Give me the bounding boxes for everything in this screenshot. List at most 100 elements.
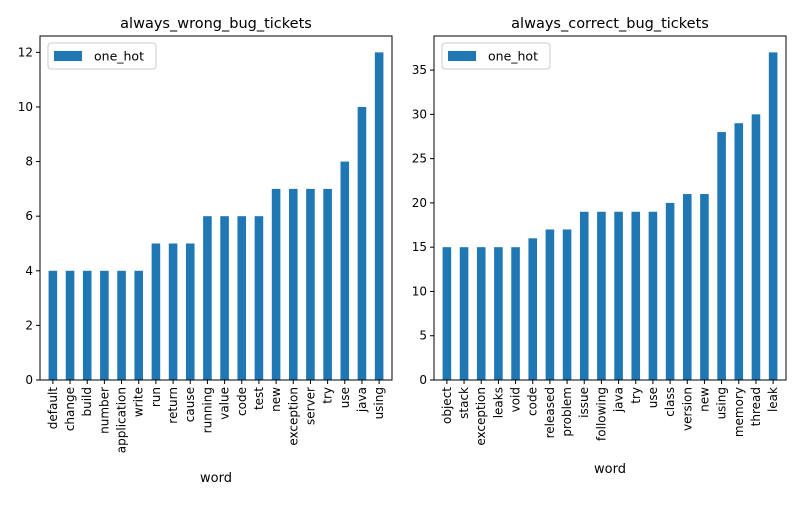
bar-version	[682, 194, 692, 380]
x-tick-label: exception	[474, 387, 488, 446]
x-tick-label: test	[252, 387, 266, 410]
x-tick-label: running	[200, 387, 214, 433]
y-tick-label: 0	[419, 373, 427, 387]
right-chart-panel: 0 5 10 15 20 25 30 35 object stack exception leaks v…	[412, 16, 787, 477]
bar-cause	[185, 243, 195, 380]
y-tick-label: 10	[18, 100, 33, 114]
bar-number	[100, 270, 109, 380]
y-tick-label: 6	[25, 209, 33, 223]
bar-exception	[476, 247, 486, 380]
legend-swatch	[54, 51, 82, 61]
x-tick-label: default	[46, 387, 60, 430]
x-tick-label: new	[269, 387, 283, 412]
bar-new	[700, 194, 709, 380]
legend-box	[441, 42, 551, 70]
legend-label: one_hot	[488, 49, 538, 64]
bar-code	[237, 216, 247, 380]
y-tick-label: 15	[412, 240, 427, 254]
legend-swatch	[448, 51, 476, 61]
y-tick-label: 8	[25, 155, 33, 169]
x-tick-label: new	[697, 387, 711, 412]
x-tick-label: leak	[766, 387, 780, 412]
y-tick-label: 25	[412, 152, 427, 166]
x-tick-label: change	[63, 387, 77, 431]
bar-try	[323, 188, 332, 380]
bar-try	[631, 211, 641, 380]
legend-box	[47, 42, 157, 70]
x-tick-label: problem	[560, 387, 574, 437]
x-tick-label: released	[543, 387, 557, 438]
bar-application	[117, 270, 126, 380]
x-tick-label: version	[680, 387, 694, 431]
y-tick-label: 30	[412, 107, 427, 121]
y-tick-label: 2	[25, 318, 33, 332]
bar-server	[306, 188, 315, 380]
x-tick-label: stack	[457, 387, 471, 419]
x-tick-label: using	[715, 387, 729, 419]
bar-build	[82, 270, 92, 380]
y-tick-label: 5	[419, 329, 427, 343]
bar-value	[220, 216, 229, 380]
bar-running	[203, 216, 212, 380]
bar-thread	[751, 114, 761, 380]
x-tick-label: using	[372, 387, 386, 419]
x-tick-label: java	[612, 387, 626, 413]
x-axis-label: word	[200, 471, 232, 486]
bar-change	[65, 270, 75, 380]
bar-using	[717, 132, 726, 380]
x-tick-label: following	[594, 387, 608, 441]
x-tick-label: server	[303, 387, 317, 425]
y-tick-label: 20	[412, 196, 427, 210]
x-tick-label: build	[80, 387, 94, 417]
bar-object	[442, 247, 452, 380]
bar-code	[528, 238, 538, 380]
bar-new	[271, 188, 281, 380]
x-tick-label: run	[149, 387, 163, 407]
bar-run	[151, 243, 161, 380]
y-tick-label: 12	[18, 45, 33, 59]
x-tick-label: issue	[577, 387, 591, 418]
legend-label: one_hot	[94, 49, 144, 64]
plot-frame	[39, 35, 393, 381]
bar-class	[665, 202, 675, 380]
x-axis-label: word	[594, 462, 626, 477]
bar-void	[511, 247, 520, 380]
bar-using	[374, 52, 384, 380]
x-tick-label: object	[440, 387, 454, 424]
y-tick-label: 35	[412, 63, 427, 77]
y-tick-label: 0	[25, 373, 33, 387]
bar-leaks	[494, 247, 503, 380]
x-tick-label: thread	[749, 387, 763, 426]
chart-title: always_correct_bug_tickets	[511, 16, 709, 32]
x-tick-label: value	[218, 387, 232, 420]
x-tick-label: leaks	[491, 387, 505, 418]
y-tick-label: 10	[412, 284, 427, 298]
chart-title: always_wrong_bug_tickets	[120, 16, 312, 32]
x-tick-label: code	[235, 387, 249, 416]
bar-problem	[562, 229, 572, 380]
x-tick-label: code	[526, 387, 540, 416]
bar-stack	[459, 247, 469, 380]
bar-exception	[288, 188, 298, 380]
bar-issue	[579, 211, 589, 380]
x-tick-label: try	[629, 387, 643, 404]
y-tick-label: 4	[25, 264, 33, 278]
bar-released	[545, 229, 555, 380]
x-tick-label: java	[355, 387, 369, 413]
x-tick-label: use	[646, 387, 660, 408]
bar-use	[648, 211, 658, 380]
bar-following	[597, 211, 606, 380]
x-tick-label: use	[338, 387, 352, 408]
bar-memory	[734, 123, 744, 381]
x-tick-label: try	[321, 387, 335, 404]
bar-java	[614, 211, 623, 380]
x-tick-label: cause	[183, 387, 197, 422]
x-tick-label: return	[166, 387, 180, 424]
bar-write	[134, 270, 144, 380]
x-tick-label: application	[115, 387, 129, 453]
bar-use	[340, 161, 350, 380]
bar-test	[254, 216, 264, 380]
x-tick-label: class	[663, 387, 677, 417]
